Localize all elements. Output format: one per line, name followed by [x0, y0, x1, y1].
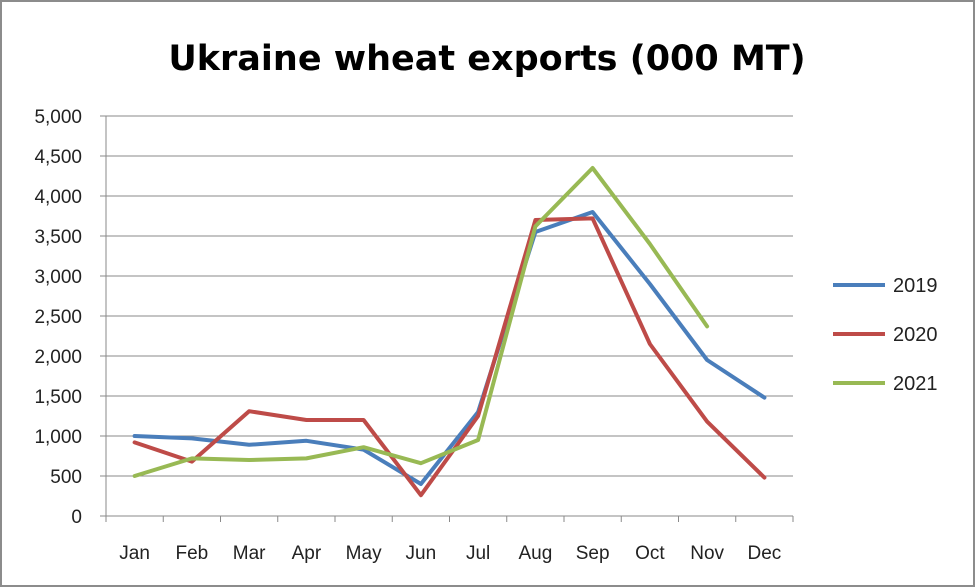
- x-tick-label: Mar: [233, 543, 266, 564]
- x-axis-tick-labels: Jan Feb Mar Apr May Jun Jul Aug Sep Oct Nov Dec: [119, 543, 781, 564]
- y-tick-label: 4,000: [34, 187, 82, 208]
- legend-item-2020: 2020: [833, 324, 938, 346]
- x-tick-label: May: [346, 543, 382, 564]
- x-tick-label: Aug: [518, 543, 552, 564]
- y-tick-label: 3,000: [34, 267, 82, 288]
- series-line-2019: [132, 210, 767, 486]
- y-tick-label: 5,000: [34, 107, 82, 128]
- y-tick-label: 2,000: [34, 347, 82, 368]
- gridlines: [106, 115, 793, 477]
- series-line-2020: [132, 216, 767, 498]
- legend: 2019 2020 2021: [833, 275, 938, 395]
- series-lines: [132, 166, 767, 498]
- y-tick-label: 1,500: [34, 387, 82, 408]
- x-tick-label: Jun: [406, 543, 437, 564]
- y-tick-label: 2,500: [34, 307, 82, 328]
- x-tick-label: Feb: [176, 543, 209, 564]
- legend-item-2021: 2021: [833, 373, 938, 395]
- y-tick-label: 4,500: [34, 147, 82, 168]
- legend-label: 2019: [893, 275, 938, 297]
- axes: [100, 115, 794, 522]
- x-tick-label: Nov: [690, 543, 724, 564]
- y-axis-tick-labels: 0 500 1,000 1,500 2,000 2,500 3,000 3,500 4,000 4…: [34, 107, 82, 528]
- legend-item-2019: 2019: [833, 275, 938, 297]
- y-tick-label: 3,500: [34, 227, 82, 248]
- legend-label: 2021: [893, 373, 938, 395]
- x-tick-label: Apr: [292, 543, 322, 564]
- series-line-2021: [132, 166, 710, 478]
- legend-label: 2020: [893, 324, 938, 346]
- x-tick-label: Jan: [119, 543, 150, 564]
- chart-title: Ukraine wheat exports (000 MT): [168, 39, 805, 79]
- x-tick-label: Sep: [576, 543, 610, 564]
- x-tick-label: Dec: [747, 543, 781, 564]
- x-tick-label: Oct: [635, 543, 665, 564]
- y-tick-label: 0: [71, 507, 82, 528]
- y-tick-label: 500: [50, 467, 82, 488]
- y-tick-label: 1,000: [34, 427, 82, 448]
- x-tick-label: Jul: [466, 543, 490, 564]
